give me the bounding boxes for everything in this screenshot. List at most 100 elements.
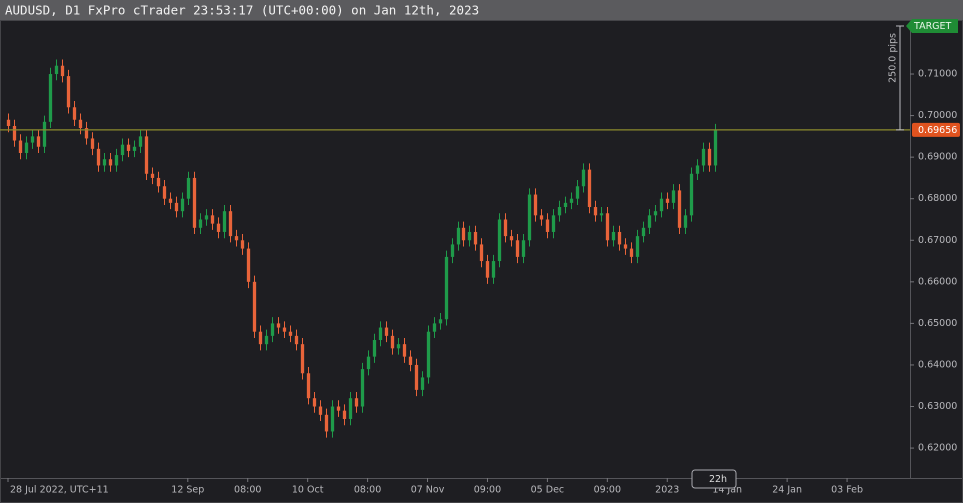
candle-body	[78, 119, 83, 129]
candle-body	[54, 65, 59, 75]
candle-body	[444, 256, 449, 320]
candle-body	[629, 248, 634, 257]
candle-body	[420, 377, 425, 390]
x-tick-label: 2023	[655, 485, 679, 496]
x-tick-label: 05 Dec	[531, 485, 565, 496]
target-label: TARGET	[913, 21, 952, 32]
candle-body	[12, 125, 17, 141]
candle-body	[647, 215, 652, 228]
candle-body	[132, 146, 137, 151]
candle-body	[18, 140, 23, 153]
candle-body	[228, 211, 233, 237]
current-price-box	[912, 122, 960, 137]
candle-body	[473, 231, 478, 245]
candle-body	[156, 177, 161, 187]
y-tick-label: 0.68000	[918, 193, 957, 204]
x-tick-label: 09:00	[594, 485, 621, 496]
y-tick-label: 0.64000	[918, 359, 957, 370]
candle-body	[485, 261, 490, 278]
candle-body	[48, 74, 53, 122]
candle-body	[318, 406, 323, 415]
candle-body	[258, 331, 263, 345]
candle-body	[126, 144, 131, 151]
y-tick-label: 0.62000	[918, 443, 957, 454]
candle-body	[515, 240, 520, 257]
x-tick-label: 14 Jan	[712, 485, 742, 496]
candle-body	[264, 335, 269, 345]
chart-title: AUDUSD, D1 FxPro cTrader 23:53:17 (UTC+0…	[5, 3, 479, 18]
candle-body	[677, 190, 682, 228]
candle-body	[414, 364, 419, 390]
candle-body	[60, 65, 65, 77]
candle-body	[96, 148, 101, 166]
candle-body	[587, 169, 592, 208]
candle-body	[252, 281, 257, 332]
candle-body	[497, 219, 502, 262]
x-tick-label: 10 Oct	[292, 485, 324, 496]
candle-body	[683, 215, 688, 228]
distance-label: 250.0 pips	[888, 33, 899, 83]
candle-body	[707, 148, 712, 166]
candle-body	[270, 323, 275, 336]
candle-body	[426, 331, 431, 378]
candle-body	[150, 173, 155, 178]
countdown-box	[691, 469, 737, 489]
candle-body	[617, 231, 622, 245]
candle-body	[450, 244, 455, 257]
candle-body	[24, 142, 29, 153]
candle-body	[222, 211, 227, 232]
x-tick-label: 07 Nov	[411, 485, 445, 496]
candle-body	[330, 406, 335, 432]
candle-body	[336, 406, 341, 411]
y-tick-label: 0.66000	[918, 276, 957, 287]
candle-body	[108, 159, 113, 166]
candle-body	[366, 356, 371, 370]
candle-body	[186, 177, 191, 199]
candle-body	[282, 327, 287, 332]
candle-body	[593, 207, 598, 216]
y-tick-label: 0.70000	[918, 110, 957, 121]
candle-body	[396, 344, 401, 349]
candle-body	[503, 219, 508, 237]
candle-body	[312, 398, 317, 407]
y-tick-label: 0.69000	[918, 152, 957, 163]
candle-body	[713, 129, 718, 166]
candle-body	[174, 202, 179, 212]
candle-body	[90, 138, 95, 149]
candle-body	[665, 198, 670, 203]
candle-body	[294, 335, 299, 345]
candle-body	[467, 231, 472, 241]
candle-body	[138, 136, 143, 147]
x-tick-label: 08:00	[354, 485, 381, 496]
candle-body	[605, 213, 610, 241]
candle-body	[120, 144, 125, 156]
candle-body	[653, 211, 658, 216]
candle-body	[204, 215, 209, 220]
candle-body	[246, 248, 251, 282]
candle-body	[384, 327, 389, 336]
candle-body	[671, 190, 676, 203]
candle-body	[360, 369, 365, 407]
candle-body	[288, 331, 293, 336]
x-tick-label: 03 Feb	[831, 485, 863, 496]
candle-body	[84, 128, 89, 139]
y-tick-label: 0.65000	[918, 318, 957, 329]
y-tick-label: 0.71000	[918, 69, 957, 80]
candle-body	[378, 327, 383, 341]
candle-body	[144, 136, 149, 174]
candle-body	[102, 159, 107, 166]
candle-body	[372, 340, 377, 357]
candle-body	[210, 215, 215, 224]
candle-body	[36, 136, 41, 147]
candle-body	[695, 165, 700, 174]
x-tick-label: 12 Sep	[171, 485, 204, 496]
candle-body	[659, 198, 664, 212]
candle-body	[701, 148, 706, 166]
candle-body	[545, 219, 550, 232]
candle-body	[635, 236, 640, 257]
candle-body	[66, 76, 71, 108]
candle-body	[402, 344, 407, 357]
candle-body	[539, 215, 544, 220]
candle-body	[162, 186, 167, 199]
